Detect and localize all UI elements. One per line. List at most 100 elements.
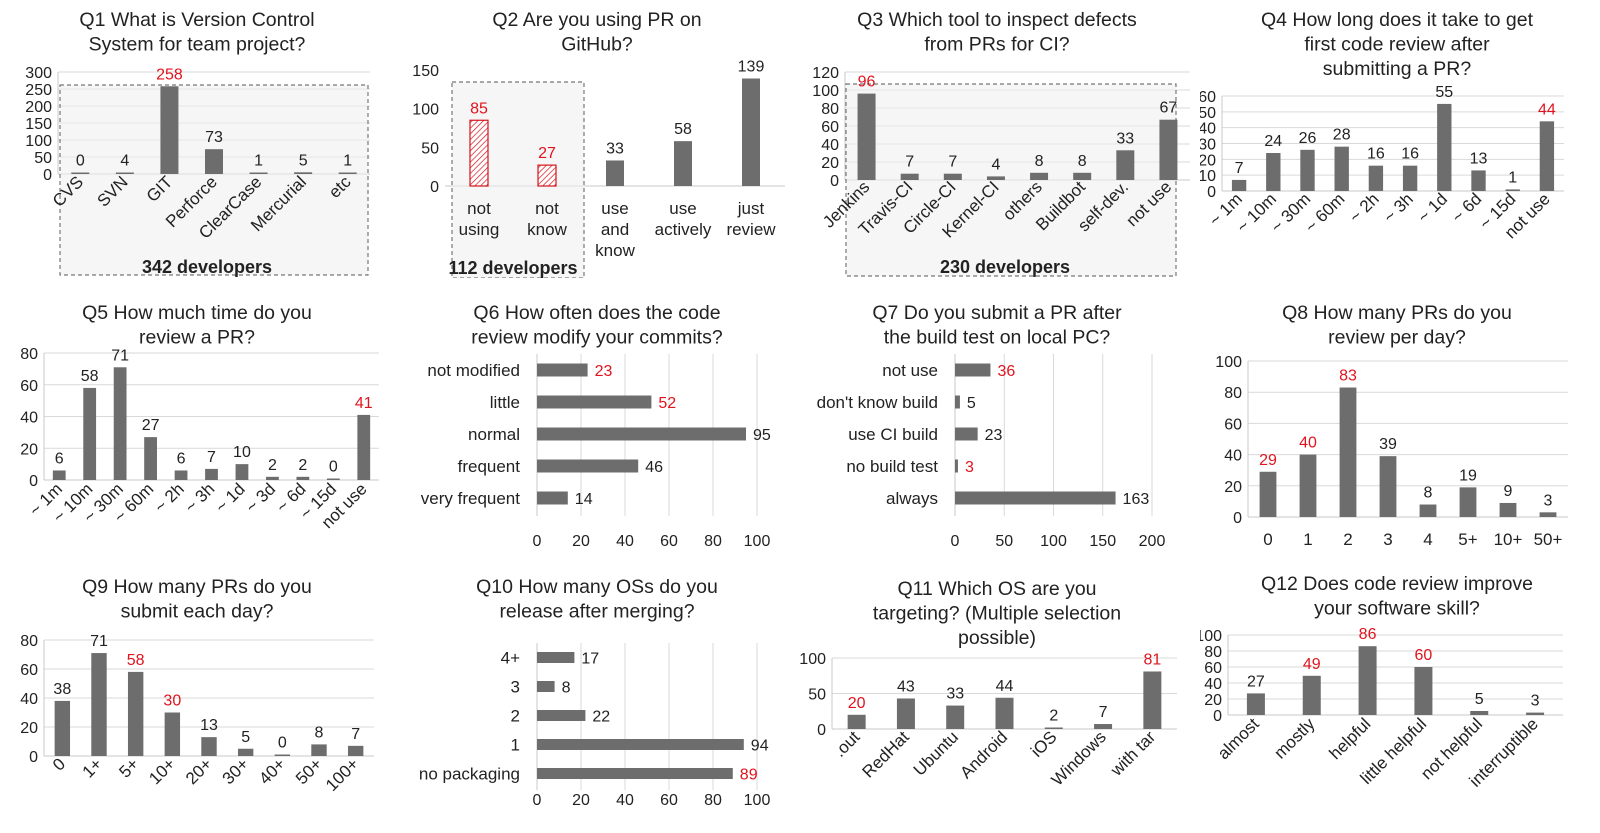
q5-value-label: 6	[177, 450, 186, 467]
q8-value-label: 3	[1544, 492, 1553, 509]
q5-value-label: 58	[81, 368, 99, 385]
q9-y-tick: 40	[20, 691, 38, 708]
q8-y-tick: 60	[1224, 416, 1242, 433]
q9-bar	[201, 737, 217, 756]
q10-chart: Q10 How many OSs do you release after mer…	[419, 576, 771, 809]
q9-bar	[237, 748, 254, 756]
q2-chart: Q2 Are you using PR on GitHub? 0 50 100 150 85…	[412, 9, 785, 278]
q6-category-label: not modified	[427, 361, 520, 380]
q10-category-label: 4+	[501, 649, 520, 668]
q12-bar	[1302, 675, 1321, 715]
q6-chart-panel: Q6 How often does the code review modify …	[400, 290, 800, 568]
q1-bar	[71, 172, 90, 174]
q6-bar	[537, 491, 568, 505]
q4-bar	[1402, 165, 1418, 191]
q10-x-tick: 80	[704, 792, 722, 809]
q4-value-label: 26	[1299, 130, 1317, 147]
q3-y-tick: 0	[830, 173, 839, 190]
q4-title-line: first code review after	[1304, 34, 1490, 56]
q1-bar	[338, 172, 357, 174]
q12-category-label: helpful	[1326, 714, 1375, 763]
q4-category-label: ~ 2h	[1346, 189, 1383, 226]
q3-title-line: from PRs for CI?	[924, 34, 1069, 56]
q8-category-label: 5+	[1458, 530, 1477, 549]
q6-value-label: 14	[575, 491, 593, 508]
q11-bar	[896, 698, 915, 729]
q2-y-tick: 50	[421, 140, 439, 157]
q2-category-label: use	[669, 199, 696, 218]
q11-bar	[1094, 724, 1113, 729]
q8-value-label: 83	[1339, 368, 1357, 385]
q5-value-label: 2	[298, 457, 307, 474]
q4-title-line: Q4 How long does it take to get	[1261, 9, 1534, 31]
q1-title-line: Q1 What is Version Control	[79, 9, 314, 31]
q4-bar	[1505, 189, 1520, 191]
q4-y-tick: 0	[1207, 184, 1216, 201]
q1-chart-panel: Q1 What is Version Control System for tea…	[0, 0, 400, 278]
q1-value-label: 1	[254, 153, 263, 170]
q4-y-tick: 50	[1200, 105, 1216, 122]
q8-category-label: 3	[1383, 530, 1392, 549]
q12-chart: Q12 Does code review improve your softwar…	[1200, 573, 1563, 791]
q3-bar	[1159, 119, 1178, 180]
q3-value-label: 4	[991, 156, 1000, 173]
q8-bar	[1419, 504, 1437, 517]
q11-bar	[847, 714, 866, 729]
q2-title-line: GitHub?	[561, 34, 633, 56]
q8-value-label: 19	[1459, 467, 1477, 484]
q7-bar	[955, 427, 978, 441]
q12-y-tick: 80	[1204, 644, 1222, 661]
q6-bar	[537, 427, 746, 441]
q7-category-label: don't know build	[817, 393, 938, 412]
q4-bar	[1334, 146, 1349, 191]
q11-bar	[946, 705, 965, 729]
q8-bar	[1539, 512, 1557, 517]
q11-value-label: 33	[946, 686, 964, 703]
q7-x-tick: 100	[1040, 533, 1067, 550]
q4-bar	[1231, 179, 1247, 191]
q5-chart-panel: Q5 How much time do you review a PR? 0 20 40…	[0, 290, 400, 568]
q7-category-label: always	[886, 489, 938, 508]
q1-chart: Q1 What is Version Control System for tea…	[25, 9, 370, 277]
q7-x-tick: 50	[995, 533, 1013, 550]
q7-bar	[955, 491, 1116, 505]
q4-y-tick: 10	[1200, 168, 1216, 185]
q9-y-tick: 0	[29, 749, 38, 766]
q11-y-tick: 100	[800, 651, 826, 668]
q6-x-tick: 60	[660, 533, 678, 550]
q4-bar	[1300, 149, 1315, 191]
q5-value-label: 0	[329, 459, 338, 476]
q1-y-tick: 0	[43, 167, 52, 184]
q11-value-label: 7	[1099, 704, 1108, 721]
q5-y-tick: 80	[20, 346, 38, 363]
q10-chart-panel: Q10 How many OSs do you release after mer…	[400, 555, 800, 833]
q7-value-label: 5	[967, 395, 976, 412]
q8-y-tick: 80	[1224, 385, 1242, 402]
q4-value-label: 1	[1508, 169, 1517, 186]
q11-category-label: with tar	[1106, 727, 1159, 780]
q9-category-label: 50+	[292, 754, 326, 788]
q6-x-tick: 0	[533, 533, 542, 550]
q8-y-tick: 20	[1224, 479, 1242, 496]
q3-y-tick: 40	[821, 137, 839, 154]
q12-bar	[1358, 646, 1377, 715]
q9-value-label: 0	[278, 735, 287, 752]
q1-y-tick: 50	[34, 150, 52, 167]
q10-bar	[537, 652, 575, 663]
q3-bar	[1073, 172, 1092, 180]
q10-bar	[537, 768, 733, 779]
q2-value-label: 139	[738, 59, 765, 76]
q7-value-label: 36	[997, 363, 1015, 380]
q3-bar	[986, 176, 1005, 180]
q8-y-tick: 40	[1224, 448, 1242, 465]
q3-value-label: 67	[1160, 100, 1178, 117]
q11-category-label: Ubuntu	[910, 727, 962, 779]
q5-value-label: 71	[111, 347, 129, 364]
q1-y-tick: 300	[25, 65, 52, 82]
q12-bar	[1246, 693, 1265, 715]
q11-bar	[995, 697, 1014, 729]
q9-title-line: Q9 How many PRs do you	[82, 576, 312, 598]
q4-bar	[1266, 153, 1281, 191]
q6-category-label: normal	[468, 425, 520, 444]
